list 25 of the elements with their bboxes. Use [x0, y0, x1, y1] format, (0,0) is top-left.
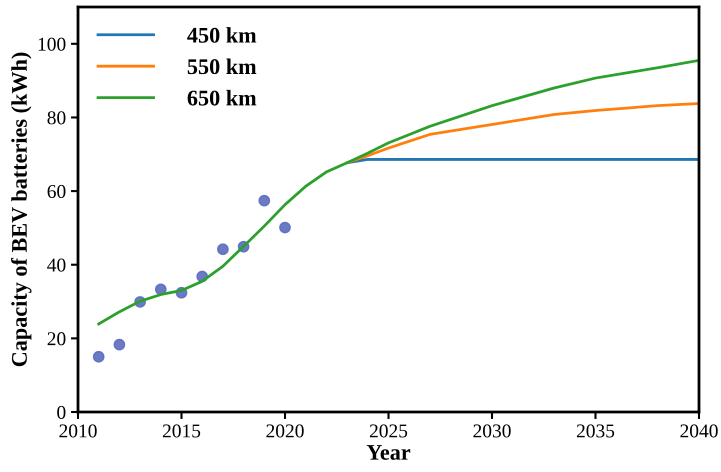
point: [114, 338, 126, 350]
x-tick-label: 2025: [370, 424, 408, 438]
y-tick-label: 100: [38, 38, 66, 51]
point: [258, 194, 270, 207]
x-tick-label: 2010: [59, 424, 97, 438]
x-tick-label: 2035: [576, 424, 614, 438]
x-tick-label: 2015: [162, 424, 200, 438]
legend-label: 550 km: [188, 58, 256, 74]
point: [92, 350, 105, 363]
legend-label: 650 km: [188, 90, 256, 106]
legend-label: 450 km: [187, 27, 256, 43]
x-tick-label: 2040: [680, 424, 718, 438]
y-tick-label: 20: [48, 332, 66, 346]
point: [217, 243, 229, 256]
y-tick-label: 80: [47, 111, 66, 124]
y-tick-label: 0: [57, 406, 66, 419]
line-series: [97, 58, 699, 326]
y-tick-label: 40: [47, 258, 66, 272]
x-tick-label: 2030: [473, 424, 511, 438]
x-tick-label: 2020: [266, 424, 304, 438]
x-axis-title: Year: [366, 445, 410, 460]
y-tick-label: 60: [48, 184, 66, 198]
y-axis-title: Capacity of BEV batteries (kWh): [11, 52, 32, 366]
point: [279, 222, 291, 234]
line-series: [346, 102, 699, 164]
